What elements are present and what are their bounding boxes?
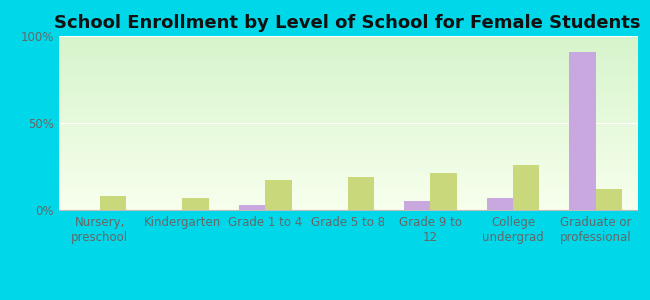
Bar (487, 198, 513, 210)
Bar (569, 52, 595, 210)
Bar (265, 180, 292, 210)
Bar (348, 177, 374, 210)
Title: School Enrollment by Level of School for Female Students: School Enrollment by Level of School for… (55, 14, 641, 32)
Bar (183, 198, 209, 210)
Bar (239, 205, 265, 210)
Bar (595, 189, 622, 210)
Bar (100, 196, 126, 210)
Bar (430, 173, 457, 210)
Bar (404, 201, 430, 210)
Bar (513, 165, 540, 210)
